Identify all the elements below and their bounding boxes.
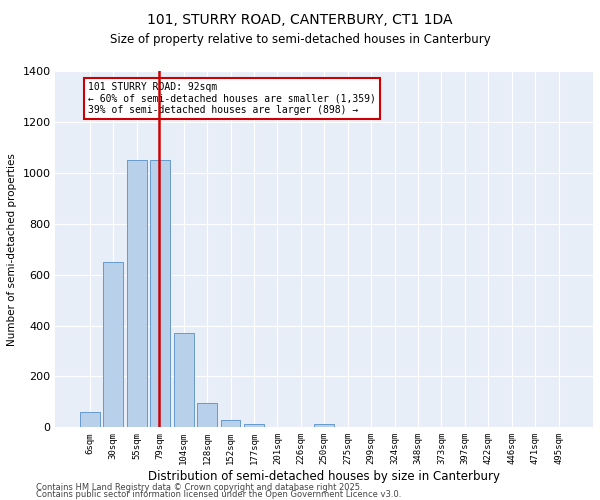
Text: 101, STURRY ROAD, CANTERBURY, CT1 1DA: 101, STURRY ROAD, CANTERBURY, CT1 1DA bbox=[147, 12, 453, 26]
Text: Contains HM Land Registry data © Crown copyright and database right 2025.: Contains HM Land Registry data © Crown c… bbox=[36, 484, 362, 492]
Bar bbox=[80, 412, 100, 428]
Text: 101 STURRY ROAD: 92sqm
← 60% of semi-detached houses are smaller (1,359)
39% of : 101 STURRY ROAD: 92sqm ← 60% of semi-det… bbox=[88, 82, 376, 115]
Bar bbox=[150, 160, 170, 427]
Bar bbox=[197, 403, 217, 427]
Bar bbox=[221, 420, 241, 428]
Bar bbox=[103, 262, 123, 428]
Bar bbox=[127, 160, 147, 427]
Bar bbox=[173, 333, 194, 428]
Text: Size of property relative to semi-detached houses in Canterbury: Size of property relative to semi-detach… bbox=[110, 32, 490, 46]
Y-axis label: Number of semi-detached properties: Number of semi-detached properties bbox=[7, 152, 17, 346]
Text: Contains public sector information licensed under the Open Government Licence v3: Contains public sector information licen… bbox=[36, 490, 401, 499]
Bar bbox=[244, 424, 264, 428]
Bar bbox=[314, 424, 334, 428]
X-axis label: Distribution of semi-detached houses by size in Canterbury: Distribution of semi-detached houses by … bbox=[148, 470, 500, 483]
